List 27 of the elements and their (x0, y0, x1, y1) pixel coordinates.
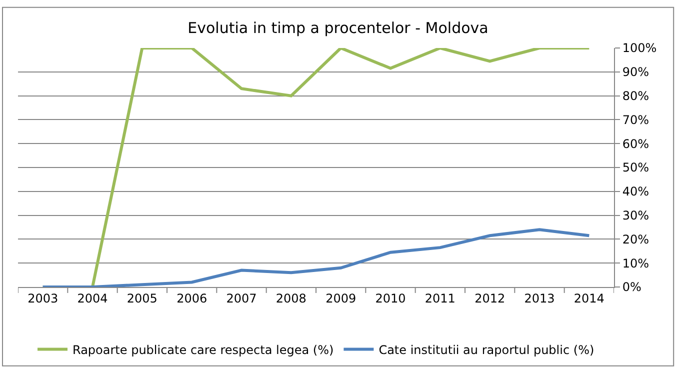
x-tick-label: 2011 (424, 291, 456, 306)
y-tick-label: 70% (622, 112, 650, 127)
y-tick-label: 50% (622, 160, 650, 175)
y-tick-label: 40% (622, 184, 650, 199)
x-tick-label: 2005 (126, 291, 158, 306)
y-tick-label: 10% (622, 256, 650, 270)
x-tick-label: 2013 (524, 291, 555, 306)
x-tick-label: 2014 (574, 291, 604, 306)
y-tick-label: 0% (622, 280, 642, 294)
line-series (41, 228, 591, 287)
x-tick-label: 2009 (326, 291, 356, 306)
y-tick-label: 60% (622, 136, 650, 151)
x-tick-label: 2010 (375, 291, 406, 306)
x-tick-label: 2007 (226, 291, 257, 306)
x-tick-label: 2006 (176, 291, 208, 306)
x-tick-label: 2008 (276, 291, 306, 306)
y-tick-label: 90% (622, 65, 650, 80)
chart-title: Evolutia in timp a procentelor - Moldova (188, 19, 488, 38)
legend-label: Cate institutii au raportul public (%) (378, 342, 594, 357)
x-tick-label: 2012 (474, 291, 506, 306)
legend-label: Rapoarte publicate care respecta legea (%) (72, 342, 334, 357)
x-tick-label: 2003 (28, 291, 58, 306)
y-tick-label: 30% (622, 208, 650, 222)
x-tick-label: 2004 (77, 291, 108, 306)
y-tick-label: 100% (622, 41, 657, 56)
y-tick-label: 20% (622, 232, 650, 246)
y-tick-label: 80% (622, 89, 650, 103)
